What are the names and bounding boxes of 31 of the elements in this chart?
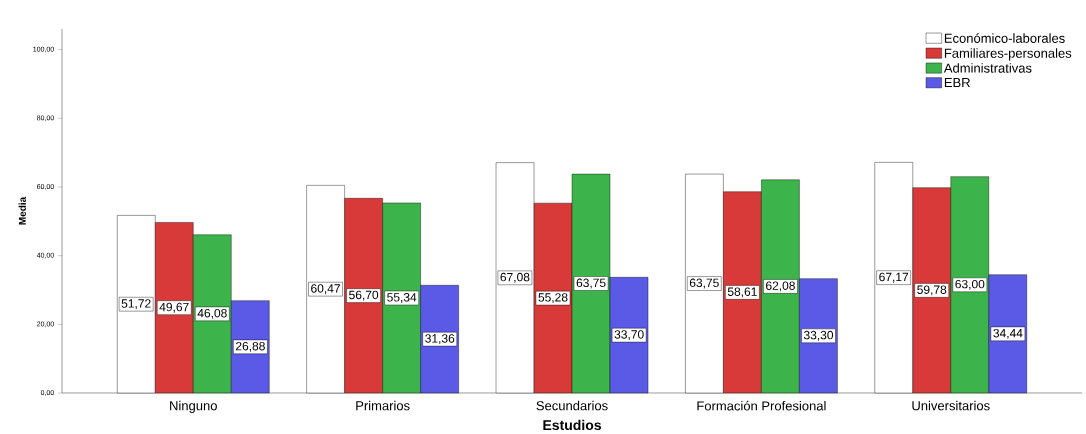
y-axis-title: Media [18, 196, 26, 225]
data-label: 58,61 [727, 287, 757, 298]
data-label: 33,70 [614, 330, 644, 341]
data-label: 51,72 [121, 299, 151, 310]
data-label: 55,28 [538, 293, 568, 304]
legend-label: Familiares-personales [944, 48, 1072, 61]
data-label: 49,67 [159, 302, 189, 313]
data-label: 56,70 [349, 290, 379, 301]
data-label: 67,17 [879, 272, 909, 283]
data-label: 59,78 [917, 285, 947, 296]
data-label: 46,08 [197, 308, 227, 319]
x-tick-label: Ninguno [170, 400, 217, 413]
data-label: 26,88 [235, 341, 265, 352]
x-axis-title: Estudios [543, 419, 602, 431]
data-label: 33,30 [803, 330, 834, 341]
data-label: 67,08 [500, 272, 530, 283]
data-label: 63,00 [955, 279, 985, 290]
legend-label: Administrativas [943, 63, 1032, 73]
data-label: 60,47 [311, 284, 340, 295]
x-tick-label: Primarios [356, 400, 410, 411]
legend-label: EBR [944, 78, 970, 88]
data-label: 63,75 [689, 278, 719, 289]
x-tick-label: Universitarios [912, 400, 990, 411]
x-tick-label: Formación Profesional [697, 400, 826, 411]
x-tick-label: Secundarios [536, 400, 608, 411]
data-label: 34,44 [993, 328, 1023, 339]
data-label: 63,75 [576, 278, 606, 289]
data-label: 31,36 [425, 334, 455, 345]
data-label: 55,34 [387, 293, 417, 303]
data-label: 62,08 [766, 281, 795, 292]
legend-label: Económico-laborales [944, 33, 1065, 43]
